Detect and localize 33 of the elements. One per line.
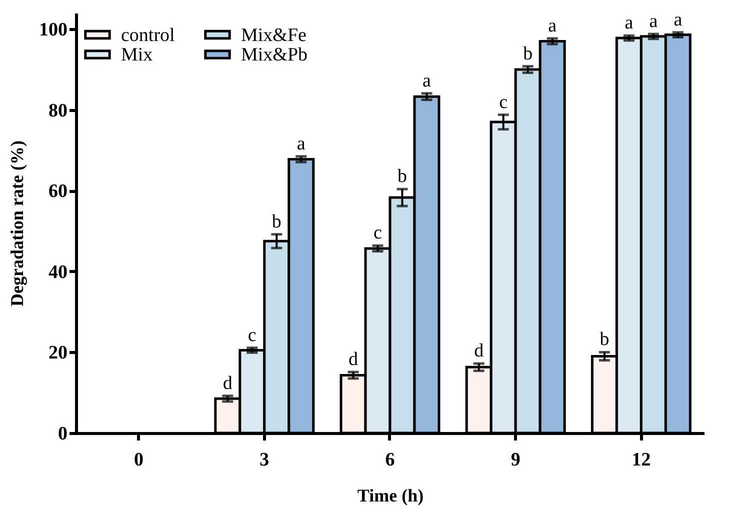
data-label: d [474,340,484,362]
data-label: b [272,211,282,232]
data-label: b [600,329,610,350]
data-label: a [649,11,658,32]
y-tick-label: 0 [58,424,68,444]
legend-label: control [121,24,175,46]
x-axis-title: Time (h) [357,486,424,506]
y-tick-label: 80 [48,100,68,122]
data-label: c [374,222,382,244]
y-tick-label: 100 [39,20,68,41]
x-tick-label: 9 [510,450,520,470]
data-label: a [422,70,432,92]
y-axis-title: Degradation rate (%) [7,140,27,306]
data-label: a [548,15,558,36]
legend-label: Mix&Pb [241,44,308,66]
y-tick-label: 60 [48,181,68,202]
data-label: d [348,349,359,370]
data-label: a [674,9,683,30]
data-label: b [523,43,533,64]
x-tick-label: 3 [260,450,270,470]
legend-label: Mix [121,44,154,66]
legend-label: Mix&Fe [241,24,306,46]
data-label: c [248,324,256,346]
y-tick-label: 20 [48,342,68,364]
data-label: d [222,372,233,394]
data-label: a [296,133,306,154]
data-label: b [397,166,407,188]
x-tick-label: 12 [632,450,651,470]
data-label: a [624,12,634,34]
x-tick-label: 0 [134,450,144,470]
x-tick-label: 6 [385,450,395,470]
data-label: c [499,92,508,113]
y-tick-label: 40 [48,262,68,283]
